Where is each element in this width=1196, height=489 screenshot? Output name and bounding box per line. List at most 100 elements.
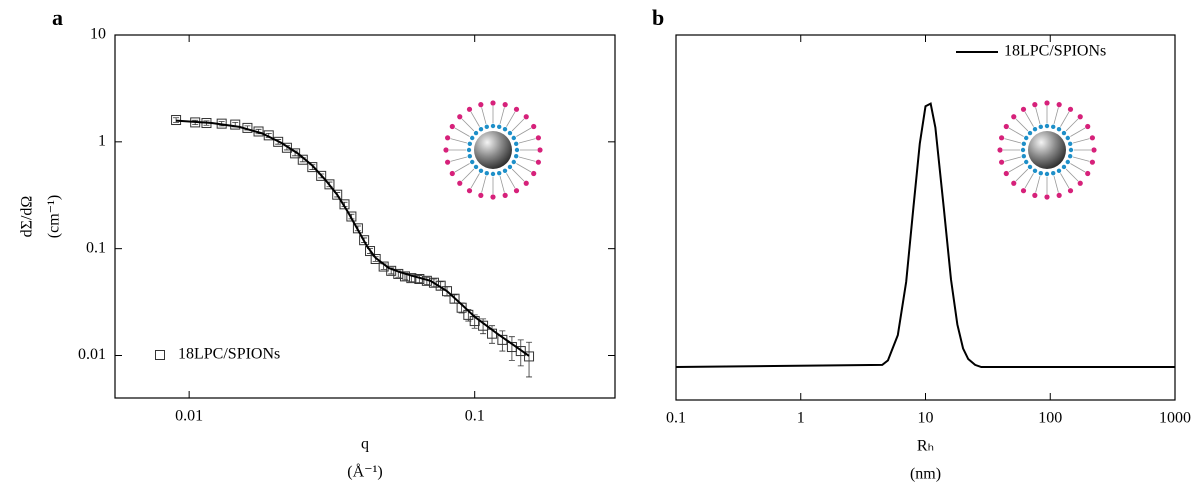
lipid-head — [490, 100, 496, 106]
lipid-head — [1003, 123, 1009, 130]
inner-head — [497, 170, 502, 176]
data-point — [442, 286, 453, 297]
x-tick-label: 1000 — [1159, 410, 1191, 427]
lipid-head — [1032, 192, 1038, 198]
lipid-head — [1020, 106, 1027, 112]
nanoparticle-illustration — [443, 100, 543, 200]
error-bar — [499, 330, 506, 352]
lipid-head — [1020, 188, 1027, 194]
lipid-tail — [470, 173, 480, 189]
inner-head — [478, 168, 484, 173]
inner-head — [1024, 159, 1029, 165]
inner-head — [1044, 123, 1050, 129]
data-point — [524, 351, 535, 362]
lipid-head — [997, 147, 1003, 153]
x-axis-unit: (nm) — [910, 466, 941, 483]
data-point — [399, 271, 410, 282]
lipid-tail — [461, 168, 475, 182]
error-bar — [173, 117, 180, 123]
data-point — [370, 254, 381, 265]
lipid-head — [999, 135, 1005, 141]
lipid-head — [443, 147, 449, 153]
lipid-head — [513, 188, 520, 194]
inner-head — [514, 147, 520, 153]
lipid-head — [1089, 159, 1095, 165]
lipid-head — [1056, 102, 1062, 108]
data-point — [352, 223, 363, 234]
legend-label: 18LPC/SPIONs — [178, 346, 280, 363]
legend-marker — [155, 350, 165, 360]
lipid-head — [531, 123, 537, 130]
lipid-head — [535, 159, 541, 165]
inner-head — [473, 164, 479, 170]
lipid-head — [502, 192, 508, 198]
lipid-head — [999, 159, 1005, 165]
plot-frame — [114, 34, 616, 399]
x-tick-label: 0.1 — [666, 410, 686, 427]
inner-head — [502, 168, 508, 173]
inner-head — [1056, 127, 1062, 132]
inner-head — [490, 123, 496, 129]
y-tick-label: 0.01 — [78, 346, 106, 363]
lipid-head — [1091, 147, 1097, 153]
inner-head — [473, 130, 479, 136]
lipid-tail — [499, 175, 505, 193]
lipid-head — [523, 114, 529, 120]
lipid-tail — [1065, 118, 1079, 132]
data-point — [281, 142, 292, 153]
lipid-head — [1085, 170, 1091, 177]
lipid-tail — [1065, 168, 1079, 182]
inner-head — [1065, 135, 1070, 141]
inner-head — [1056, 168, 1062, 173]
lipid-head — [502, 102, 508, 108]
inner-head — [1067, 154, 1073, 159]
lipid-tail — [516, 127, 532, 137]
inner-head — [511, 135, 516, 141]
inner-head — [467, 154, 473, 159]
lipid-tail — [1070, 163, 1086, 173]
lipid-tail — [1060, 111, 1070, 127]
lipid-tail — [1053, 107, 1059, 125]
lipid-tail — [1070, 127, 1086, 137]
lipid-head — [449, 170, 455, 177]
inner-head — [1024, 135, 1029, 141]
inner-head — [466, 147, 472, 153]
lipid-head — [449, 123, 455, 130]
lipid-tail — [454, 163, 470, 173]
inner-head — [1068, 147, 1074, 153]
inner-head — [1032, 127, 1038, 132]
lipid-tail — [1035, 107, 1041, 125]
lipid-tail — [1015, 118, 1029, 132]
inner-head — [1020, 147, 1026, 153]
inner-head — [1027, 164, 1033, 170]
lipid-head — [478, 192, 484, 198]
nanoparticle-illustration — [997, 100, 1097, 200]
lipid-tail — [461, 118, 475, 132]
lipid-tail — [454, 127, 470, 137]
lipid-tail — [1024, 111, 1034, 127]
plot-frame — [675, 34, 1176, 401]
lipid-head — [523, 180, 529, 186]
data-point — [515, 346, 526, 357]
error-bar — [517, 339, 524, 367]
data-point — [435, 280, 446, 291]
panel-label: a — [52, 5, 63, 30]
data-point — [346, 211, 357, 222]
inner-head — [484, 124, 489, 130]
lipid-tail — [1015, 168, 1029, 182]
error-bar — [508, 336, 515, 361]
lipid-tail — [450, 156, 468, 162]
lipid-tail — [1072, 156, 1090, 162]
lipid-head — [457, 180, 463, 186]
y-axis-unit: (cm⁻¹) — [46, 195, 63, 238]
lipid-tail — [511, 118, 525, 132]
inner-head — [507, 130, 513, 136]
lipid-head — [466, 188, 473, 194]
panel-label: b — [652, 5, 664, 30]
lipid-head — [1067, 106, 1074, 112]
inner-head — [470, 135, 475, 141]
lipid-head — [1077, 114, 1083, 120]
inner-head — [1027, 130, 1033, 136]
inner-head — [1021, 141, 1027, 146]
